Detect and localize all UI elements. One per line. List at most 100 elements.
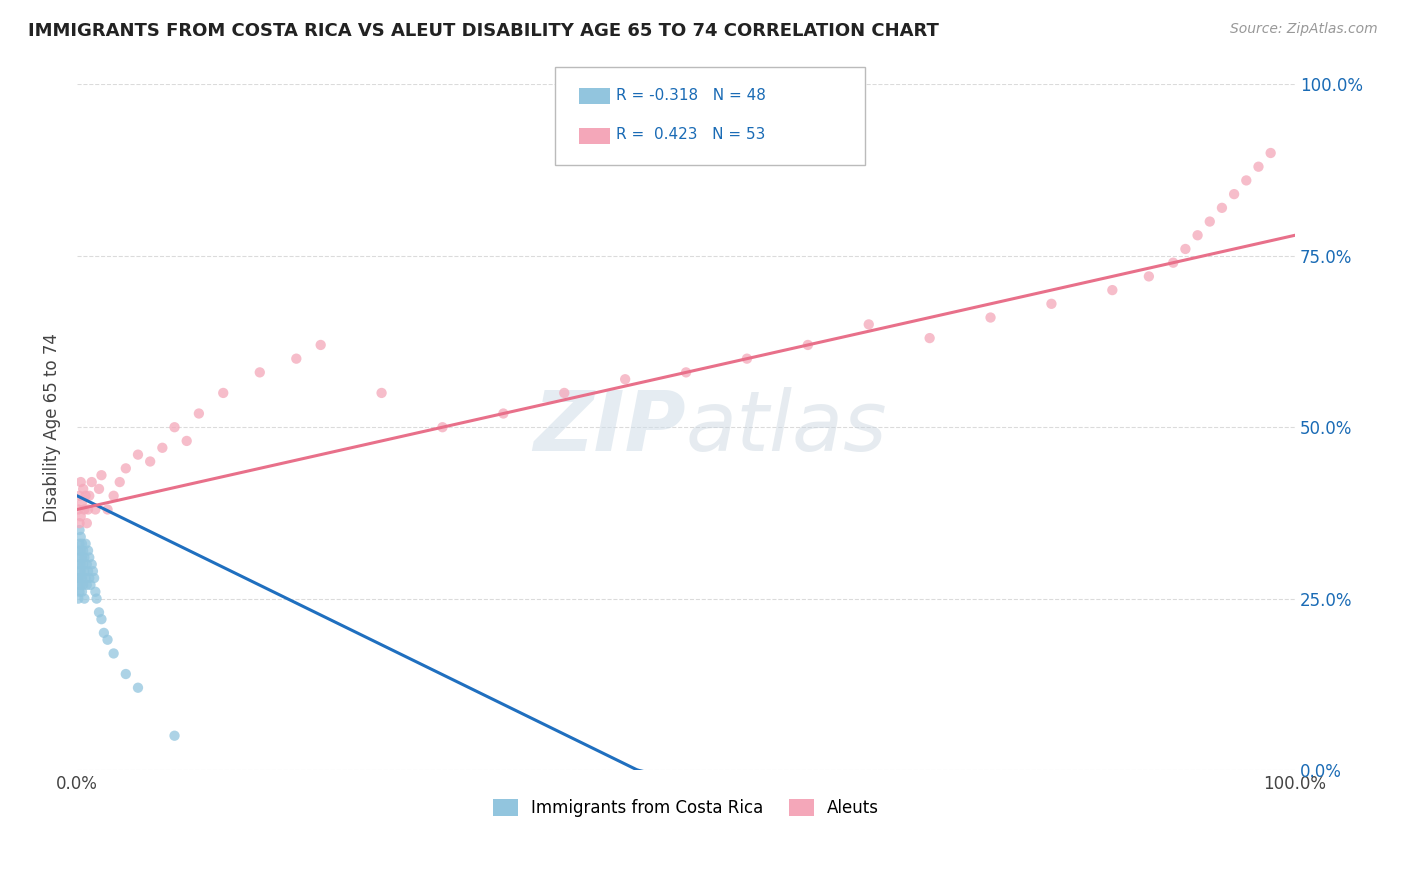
Point <box>67 502 90 516</box>
Point <box>96 502 118 516</box>
Point <box>77 571 100 585</box>
Point <box>86 591 108 606</box>
Point <box>614 372 637 386</box>
Point <box>76 578 98 592</box>
Point <box>139 454 162 468</box>
Point <box>75 489 97 503</box>
Point <box>114 667 136 681</box>
Point <box>69 550 91 565</box>
Point <box>77 543 100 558</box>
Point <box>76 558 98 572</box>
Point <box>108 475 131 489</box>
Point <box>72 578 94 592</box>
Point <box>69 571 91 585</box>
Point <box>1198 214 1220 228</box>
Point <box>73 502 96 516</box>
Point <box>163 729 186 743</box>
Point <box>70 495 93 509</box>
Point <box>75 571 97 585</box>
Text: R = -0.318   N = 48: R = -0.318 N = 48 <box>616 88 766 103</box>
Point <box>1187 228 1209 243</box>
Point <box>249 365 271 379</box>
Point <box>93 626 115 640</box>
Point <box>77 502 100 516</box>
Point <box>309 338 332 352</box>
Point <box>73 550 96 565</box>
Point <box>163 420 186 434</box>
Point <box>72 558 94 572</box>
Legend: Immigrants from Costa Rica, Aleuts: Immigrants from Costa Rica, Aleuts <box>486 792 886 823</box>
Point <box>127 681 149 695</box>
Point <box>90 468 112 483</box>
Point <box>69 558 91 572</box>
Point <box>1234 173 1257 187</box>
Point <box>70 571 93 585</box>
Point <box>73 564 96 578</box>
Point <box>1161 255 1184 269</box>
Text: Source: ZipAtlas.com: Source: ZipAtlas.com <box>1230 22 1378 37</box>
Point <box>67 578 90 592</box>
Point <box>553 386 575 401</box>
Point <box>82 564 104 578</box>
Point <box>1247 160 1270 174</box>
Point <box>114 461 136 475</box>
Point <box>432 420 454 434</box>
Point <box>83 571 105 585</box>
Point <box>72 482 94 496</box>
Point <box>69 543 91 558</box>
Point <box>90 612 112 626</box>
Point <box>73 591 96 606</box>
Point <box>69 530 91 544</box>
Point <box>77 550 100 565</box>
Point <box>80 475 103 489</box>
Text: atlas: atlas <box>686 387 887 467</box>
Point <box>735 351 758 366</box>
Point <box>212 386 235 401</box>
Point <box>69 564 91 578</box>
Point <box>285 351 308 366</box>
Point <box>1040 297 1063 311</box>
Point <box>918 331 941 345</box>
Point <box>67 591 90 606</box>
Point <box>69 489 91 503</box>
Point <box>103 489 125 503</box>
Point <box>87 482 110 496</box>
Point <box>77 564 100 578</box>
Point <box>1174 242 1197 256</box>
Point <box>1137 269 1160 284</box>
Point <box>76 516 98 531</box>
Point <box>69 537 91 551</box>
Point <box>75 537 97 551</box>
Point <box>69 475 91 489</box>
Point <box>84 584 107 599</box>
Point <box>77 489 100 503</box>
Point <box>858 318 880 332</box>
Point <box>127 448 149 462</box>
Point <box>84 502 107 516</box>
Point <box>79 578 101 592</box>
Point <box>72 543 94 558</box>
Point <box>150 441 173 455</box>
Y-axis label: Disability Age 65 to 74: Disability Age 65 to 74 <box>44 333 60 522</box>
Point <box>1260 146 1282 161</box>
Point <box>69 564 91 578</box>
Point <box>69 578 91 592</box>
Point <box>187 407 209 421</box>
Point <box>67 558 90 572</box>
Point <box>492 407 515 421</box>
Point <box>70 550 93 565</box>
Point <box>80 558 103 572</box>
Text: R =  0.423   N = 53: R = 0.423 N = 53 <box>616 128 765 142</box>
Point <box>70 584 93 599</box>
Point <box>370 386 392 401</box>
Point <box>67 543 90 558</box>
Point <box>176 434 198 448</box>
Point <box>69 584 91 599</box>
Point <box>675 365 697 379</box>
Point <box>1211 201 1233 215</box>
Point <box>797 338 820 352</box>
Point <box>1223 187 1246 202</box>
Point <box>69 509 91 524</box>
Point <box>980 310 1002 325</box>
Text: IMMIGRANTS FROM COSTA RICA VS ALEUT DISABILITY AGE 65 TO 74 CORRELATION CHART: IMMIGRANTS FROM COSTA RICA VS ALEUT DISA… <box>28 22 939 40</box>
